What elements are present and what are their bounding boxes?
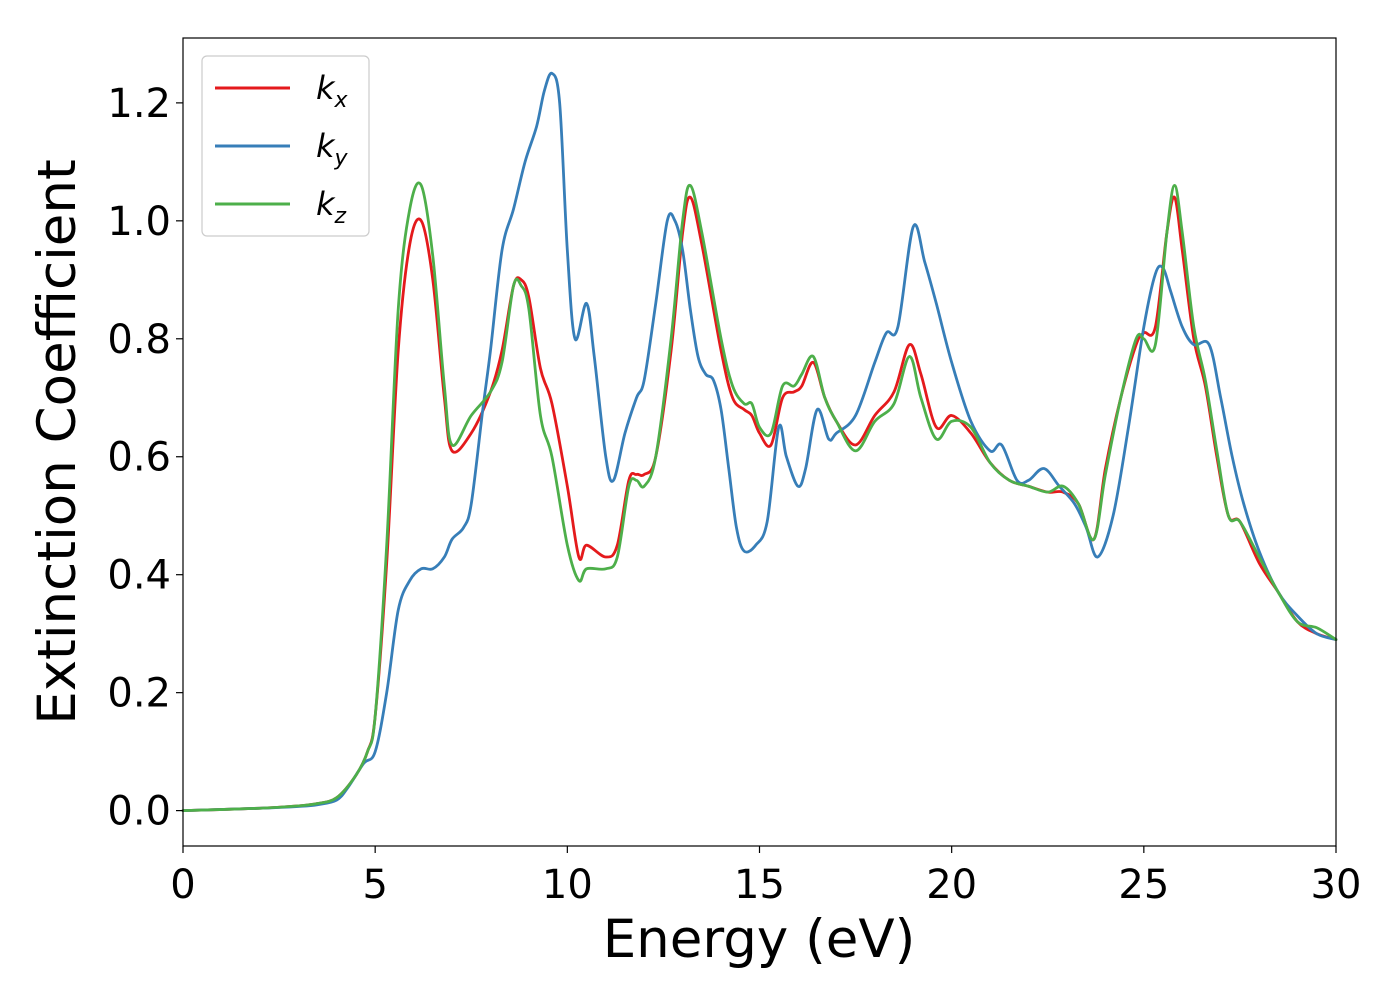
series-layer <box>181 71 1338 813</box>
legend-label-z: kz <box>316 185 347 229</box>
x-tick-label: 10 <box>542 862 593 908</box>
series-line-x <box>181 195 1338 813</box>
x-tick-label: 15 <box>734 862 785 908</box>
y-tick-label: 1.0 <box>107 199 171 245</box>
x-tick-label: 20 <box>926 862 977 908</box>
x-tick-label: 30 <box>1311 862 1362 908</box>
legend-label-y: ky <box>316 127 349 171</box>
legend: kx ky kz <box>201 55 370 237</box>
legend-label-x: kx <box>316 69 349 113</box>
y-axis-title: Extinction Coefficient <box>27 159 88 725</box>
y-tick-label: 0.4 <box>107 553 171 599</box>
x-axis-ticks: 0 5 10 15 20 25 30 <box>170 846 1361 908</box>
x-tick-label: 25 <box>1118 862 1169 908</box>
y-tick-label: 0.8 <box>107 317 171 363</box>
y-tick-label: 0.0 <box>107 789 171 835</box>
y-tick-label: 0.2 <box>107 671 171 717</box>
x-tick-label: 5 <box>362 862 387 908</box>
y-axis-ticks: 0.0 0.2 0.4 0.6 0.8 1.0 1.2 <box>107 81 183 835</box>
y-tick-label: 0.6 <box>107 435 171 481</box>
y-tick-label: 1.2 <box>107 81 171 127</box>
x-tick-label: 0 <box>170 862 195 908</box>
x-axis-title: Energy (eV) <box>603 909 916 970</box>
series-line-y <box>181 71 1338 813</box>
series-line-z <box>181 181 1338 813</box>
